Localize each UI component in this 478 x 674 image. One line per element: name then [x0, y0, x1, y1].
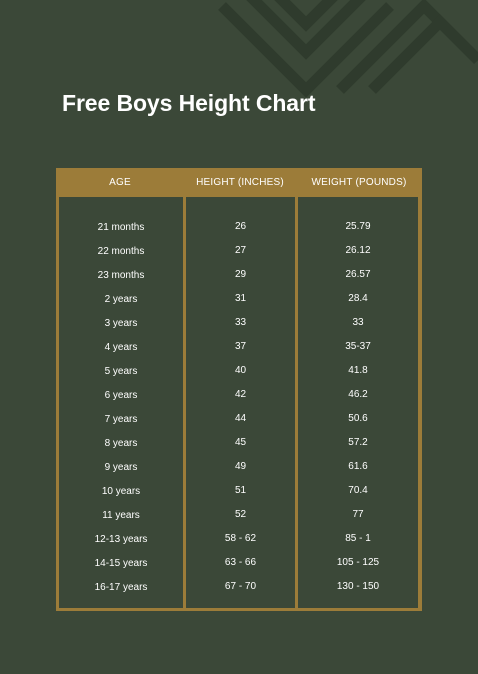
height-cell: 33 [234, 317, 247, 328]
age-cell: 12-13 years [94, 534, 148, 545]
weight-cell: 33 [352, 317, 364, 328]
height-column: 26 27 29 31 33 37 40 42 44 45 49 51 52 58 - 62 63 - 66… [186, 197, 295, 608]
age-cell: 16-17 years [94, 582, 148, 593]
height-cell: 44 [234, 413, 247, 424]
age-cell: 22 months [97, 246, 145, 257]
age-cell: 14-15 years [94, 558, 148, 569]
height-cell: 37 [234, 341, 247, 352]
weight-column: 25.79 26.12 26.57 28.4 33 35-37 41.8 46.2 50.6 57… [298, 197, 418, 608]
age-cell: 4 years [104, 342, 138, 353]
height-cell: 63 - 66 [224, 557, 257, 568]
height-cell: 45 [234, 437, 247, 448]
height-cell: 52 [234, 509, 247, 520]
weight-cell: 57.2 [348, 437, 368, 448]
weight-cell: 25.79 [345, 221, 371, 232]
age-cell: 23 months [97, 270, 145, 281]
age-cell: 9 years [104, 462, 138, 473]
height-cell: 51 [234, 485, 247, 496]
table-header: AGE HEIGHT (INCHES) WEIGHT (POUNDS) [56, 168, 422, 197]
age-cell: 10 years [101, 486, 141, 497]
height-cell: 49 [234, 461, 247, 472]
height-cell: 58 - 62 [224, 533, 257, 544]
page-title: Free Boys Height Chart [62, 90, 316, 116]
height-cell: 29 [234, 269, 247, 280]
age-cell: 3 years [104, 318, 138, 329]
age-column: 21 months 22 months 23 months 2 years 3 year… [59, 197, 183, 608]
height-cell: 27 [234, 245, 247, 256]
weight-cell: 105 - 125 [336, 557, 380, 568]
weight-cell: 130 - 150 [336, 581, 380, 592]
age-cell: 7 years [104, 414, 138, 425]
weight-cell: 28.4 [348, 293, 368, 304]
header-age: AGE [109, 177, 131, 188]
weight-cell: 46.2 [348, 389, 368, 400]
weight-cell: 50.6 [348, 413, 368, 424]
weight-cell: 77 [352, 509, 364, 520]
height-cell: 31 [234, 293, 247, 304]
age-cell: 6 years [104, 390, 138, 401]
weight-cell: 35-37 [345, 341, 371, 352]
age-cell: 21 months [97, 222, 145, 233]
height-cell: 42 [234, 389, 247, 400]
weight-cell: 85 - 1 [345, 533, 371, 544]
age-cell: 5 years [104, 366, 138, 377]
header-height: HEIGHT (INCHES) [196, 177, 284, 188]
height-cell: 40 [234, 365, 247, 376]
weight-cell: 26.12 [345, 245, 371, 256]
age-cell: 8 years [104, 438, 138, 449]
height-cell: 26 [234, 221, 247, 232]
table-body: 21 months 22 months 23 months 2 years 3 year… [56, 197, 422, 611]
age-cell: 2 years [104, 294, 138, 305]
header-weight: WEIGHT (POUNDS) [311, 177, 407, 188]
age-cell: 11 years [102, 510, 140, 521]
weight-cell: 41.8 [348, 365, 368, 376]
weight-cell: 61.6 [348, 461, 368, 472]
height-chart-table: AGE HEIGHT (INCHES) WEIGHT (POUNDS) 21 m… [56, 168, 422, 611]
weight-cell: 26.57 [345, 269, 371, 280]
weight-cell: 70.4 [348, 485, 368, 496]
height-cell: 67 - 70 [224, 581, 257, 592]
